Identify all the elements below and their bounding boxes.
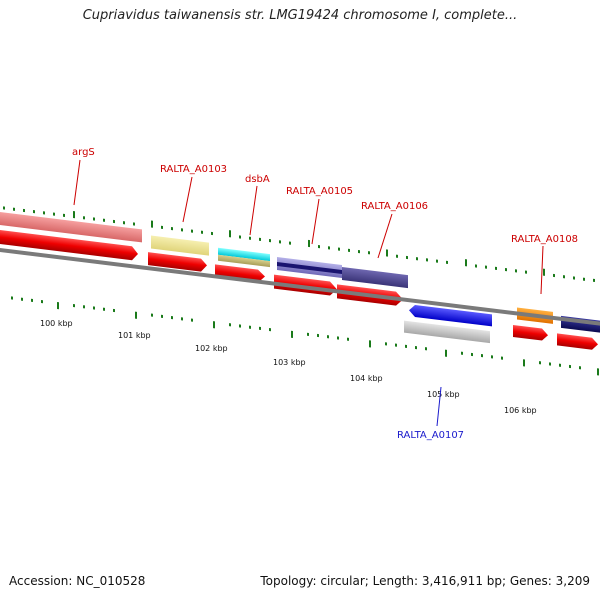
feature-argS[interactable] [0,212,142,243]
gene-label-RALTA_A0103[interactable]: RALTA_A0103 [160,164,227,175]
accession-text: Accession: NC_010528 [9,574,146,588]
map-title: Cupriavidus taiwanensis str. LMG19424 ch… [82,8,518,23]
feature-RALTA_A0107[interactable] [404,320,490,344]
lower-tick-track [11,296,599,376]
upper-tick-track [3,206,595,283]
kbp-label: 103 kbp [273,358,306,367]
cds-arrow-RALTA_A0107[interactable] [409,304,492,327]
topology-summary: Topology: circular; Length: 3,416,911 bp… [260,574,590,588]
feature-dsbA[interactable] [218,247,270,262]
feature-RALTA_A0106[interactable] [342,266,408,289]
feature-track-forward [0,212,600,333]
kbp-label: 100 kbp [40,319,73,328]
gene-labels: argS RALTA_A0103 dsbA RALTA_A0105 RALTA_… [72,147,578,441]
feature-track-reverse [404,304,492,344]
gene-label-RALTA_A0106[interactable]: RALTA_A0106 [361,201,428,212]
kbp-label: 101 kbp [118,331,151,340]
gene-label-dsbA[interactable]: dsbA [245,174,270,185]
kbp-scale: 100 kbp 101 kbp 102 kbp 103 kbp 104 kbp … [40,319,537,415]
cds-arrow-RALTA_A0109[interactable] [557,333,598,350]
feature-RALTA_A0105-inner [277,262,342,274]
feature-dsbA-mature[interactable] [218,254,270,268]
cds-arrow-RALTA_A0103[interactable] [148,252,207,272]
kbp-label: 102 kbp [195,344,228,353]
feature-RALTA_A0103[interactable] [151,235,209,256]
gene-label-RALTA_A0107[interactable]: RALTA_A0107 [397,430,464,441]
gene-callouts [73,159,544,427]
gene-label-argS[interactable]: argS [72,147,95,158]
cds-arrow-RALTA_A0108[interactable] [513,324,548,341]
cds-arrow-argS[interactable] [0,230,138,261]
cds-track-forward [0,230,598,350]
kbp-label: 106 kbp [504,406,537,415]
gene-label-RALTA_A0105[interactable]: RALTA_A0105 [286,186,353,197]
kbp-label: 105 kbp [427,390,460,399]
chromosome-backbone [0,247,600,327]
gene-label-RALTA_A0108[interactable]: RALTA_A0108 [511,234,578,245]
kbp-label: 104 kbp [350,374,383,383]
